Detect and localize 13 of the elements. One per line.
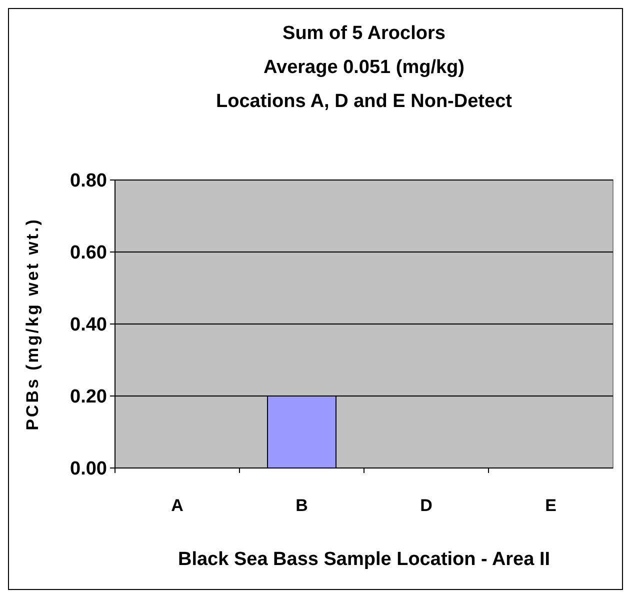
chart-subtitle: Average 0.051 (mg/kg) Locations A, D and E Non-Detect bbox=[216, 57, 513, 112]
y-tick-label: 0.00 bbox=[70, 458, 107, 480]
y-tick-label: 0.60 bbox=[70, 242, 107, 264]
y-tick-label: 0.80 bbox=[70, 170, 107, 192]
x-tick-label: E bbox=[545, 496, 556, 515]
x-tick-label: B bbox=[296, 496, 308, 515]
x-tick-label: A bbox=[171, 496, 184, 515]
y-tick-label: 0.20 bbox=[70, 386, 107, 408]
x-tick-label: D bbox=[420, 496, 432, 515]
y-axis-title: PCBs (mg/kg wet wt.) bbox=[23, 218, 42, 430]
chart-title: Sum of 5 Aroclors bbox=[282, 23, 446, 44]
y-tick-label: 0.40 bbox=[70, 314, 107, 336]
x-axis-title: Black Sea Bass Sample Location - Area II bbox=[178, 549, 550, 570]
